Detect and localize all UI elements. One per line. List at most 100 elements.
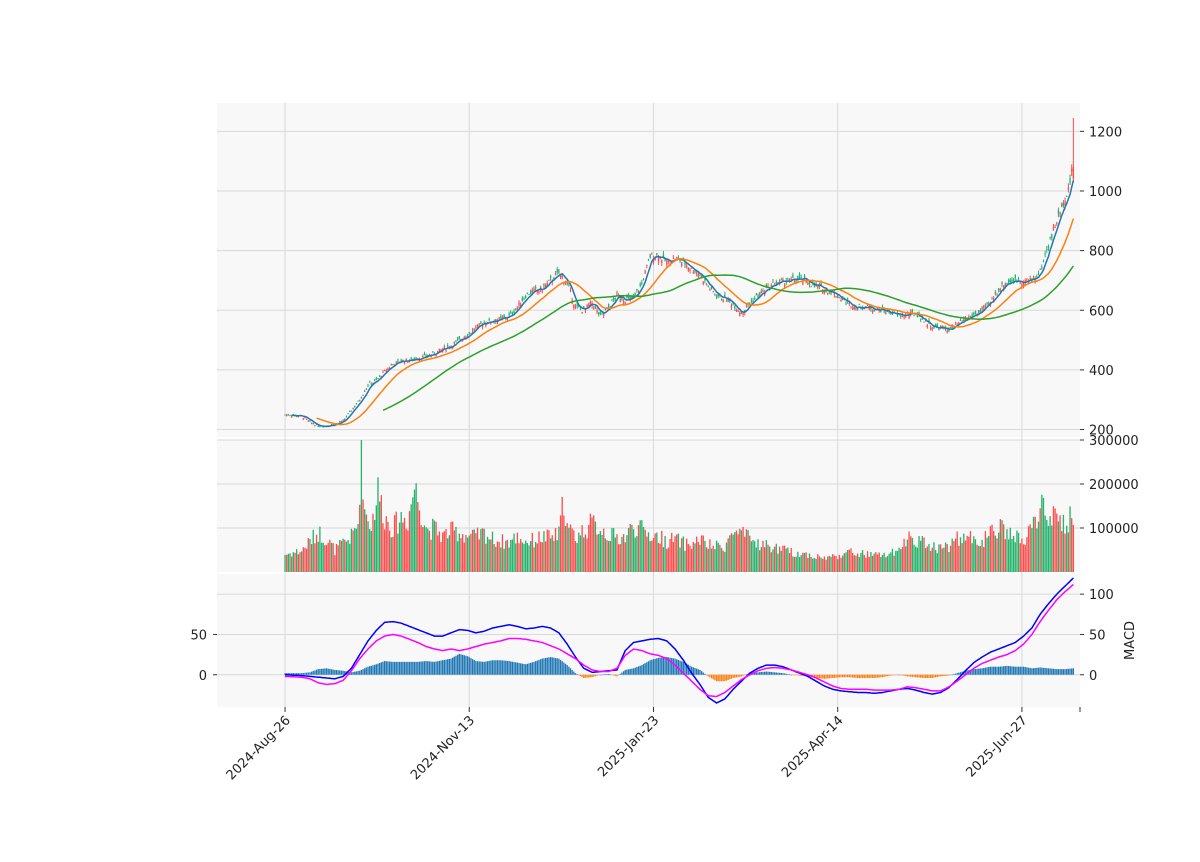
volume-bar [530,541,532,572]
volume-bar [792,556,794,572]
candle-body [581,311,583,313]
macd-hist-bar [428,661,431,675]
volume-bar [601,534,603,572]
macd-hist-bar [501,660,504,675]
macd-hist-bar [843,674,845,678]
macd-hist-bar [780,672,782,675]
candle-body [949,326,952,328]
candle-body [848,302,850,304]
volume-bar [435,521,437,572]
macd-hist-bar [787,674,789,675]
macd-hist-bar [906,674,909,677]
volume-bar [974,539,977,572]
candle-body [305,418,308,420]
volume-bar [998,532,1000,572]
volume-bar [1007,539,1010,572]
volume-bar [378,501,381,572]
volume-bar [810,556,812,572]
candle-body [652,259,655,264]
macd-hist-bar [866,674,869,678]
candle-body [456,338,459,340]
macd-hist-bar [452,657,454,675]
candle-body [999,289,1002,291]
macd-hist-bar [576,674,578,675]
volume-bar [976,544,978,572]
volume-bar [554,527,557,572]
candle-body [586,304,588,308]
macd-left-ytick-label: 50 [190,628,207,643]
volume-bar [923,537,925,572]
volume-bar [949,545,952,572]
macd-hist-bar [1041,667,1043,675]
macd-hist-bar [339,670,341,675]
volume-bar [944,542,947,572]
volume-bar [581,525,583,572]
macd-hist-bar [292,673,295,675]
macd-hist-bar [896,674,899,676]
macd-hist-bar [364,668,366,675]
macd-hist-bar [710,674,713,679]
candle-body [1026,279,1028,281]
macd-hist-bar [599,674,602,676]
volume-bar [505,540,507,572]
candle-body [1072,167,1075,180]
volume-bar [657,542,660,572]
macd-hist-bar [895,674,897,676]
macd-ytick-label: 50 [1089,628,1106,643]
candle-body [370,383,373,385]
volume-bar [999,519,1002,572]
macd-lines [284,577,1074,704]
macd-hist-bar [891,674,894,676]
volume-bar [866,551,869,572]
macd-hist-bar [536,660,538,675]
volume-bar [317,541,319,572]
candle-body [662,254,665,257]
volume-bar [671,532,673,572]
macd-hist-bar [329,668,331,675]
volume-bar [815,559,817,572]
macd-hist-bar [976,668,978,675]
volume-bar [934,549,937,572]
macd-hist-bar [853,674,855,678]
volume-bar [686,538,688,572]
candle-body [858,303,860,305]
candle-body [969,315,972,317]
volume-bar [667,547,670,572]
macd-hist-bar [1034,667,1036,675]
candle-body [593,307,595,310]
candle-body [845,303,847,305]
candle-body [359,400,361,402]
candle-body [700,275,703,277]
macd-hist-bar [365,667,368,675]
macd-hist-bar [315,669,318,675]
volume-bar [1012,535,1015,572]
volume-bar [928,544,930,572]
macd-hist-bar [543,658,545,675]
macd-hist-bar [616,674,618,677]
macd-hist-bar [798,674,801,676]
candle-body [632,293,635,297]
macd-hist-bar [918,674,920,678]
macd-hist-bar [521,663,524,675]
macd-hist-bar [548,657,550,675]
macd-hist-bar [820,674,822,679]
volume-bar [588,524,590,572]
macd-hist-bar [863,674,865,678]
macd-hist-bar [871,674,874,678]
candle-body [654,257,656,260]
volume-bar [676,534,678,572]
volume-bar [647,532,650,572]
x-tick-label: 2025-Apr-14 [779,713,846,780]
macd-hist-bar [598,674,600,676]
volume-bar [991,524,993,572]
candle-body [382,371,384,373]
macd-hist-bar [759,672,761,675]
volume-bar [347,539,349,572]
candle-body [531,290,533,293]
volume-bar [898,547,900,572]
volume-bar [664,536,666,572]
candle-body [317,426,319,428]
volume-bar [382,523,384,572]
x-tick-label: 2025-Jun-27 [964,713,1031,780]
